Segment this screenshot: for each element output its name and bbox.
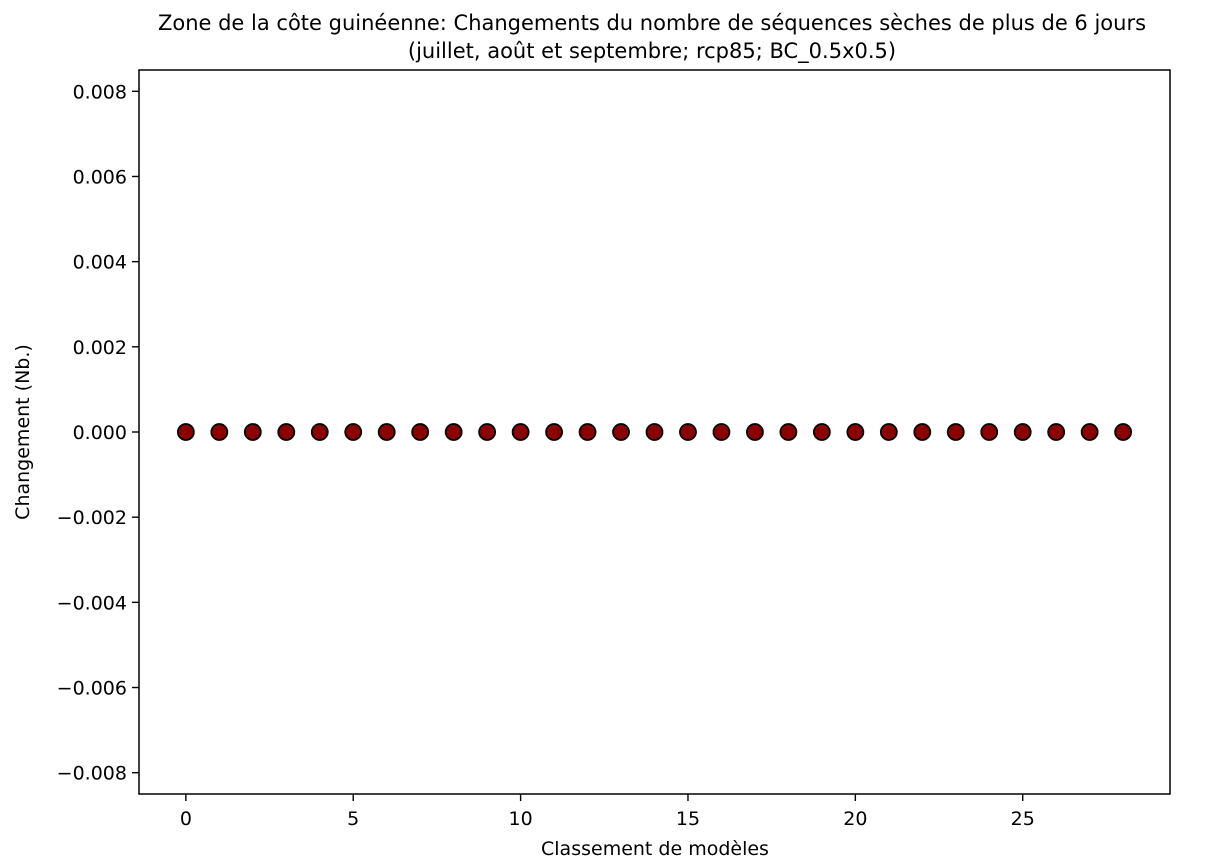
data-point	[913, 423, 932, 441]
y-tick-label: −0.006	[57, 678, 127, 700]
data-point	[1013, 423, 1032, 441]
data-point	[210, 423, 229, 441]
x-tick-label: 25	[1011, 808, 1035, 830]
x-tick-label: 20	[843, 808, 867, 830]
data-point	[1114, 423, 1133, 441]
data-point	[980, 423, 999, 441]
y-tick-label: −0.004	[57, 592, 127, 614]
data-point	[779, 423, 798, 441]
data-points	[176, 423, 1133, 441]
y-tick-label: −0.008	[57, 763, 127, 785]
data-point	[846, 423, 865, 441]
data-point	[176, 423, 195, 441]
chart-subtitle: (juillet, août et septembre; rcp85; BC_0…	[408, 39, 896, 64]
y-tick-label: 0.006	[73, 166, 127, 188]
data-point	[545, 423, 563, 441]
data-point	[746, 423, 764, 441]
x-axis-label: Classement de modèles	[541, 838, 769, 860]
data-point	[712, 423, 731, 441]
data-point	[679, 423, 697, 441]
y-axis: 0.008 0.006 0.004 0.002 0.000 −0.002 −0.004 −0.…	[57, 81, 139, 785]
data-point	[1047, 423, 1066, 441]
y-tick-label: 0.004	[73, 252, 127, 274]
chart-title: Zone de la côte guinéenne: Changements d…	[158, 11, 1146, 35]
x-tick-label: 0	[180, 808, 192, 830]
data-point	[879, 423, 898, 441]
data-point	[645, 423, 664, 441]
data-point	[511, 423, 530, 441]
y-tick-label: 0.000	[73, 422, 127, 444]
data-point	[277, 423, 296, 441]
data-point	[578, 423, 597, 441]
x-tick-label: 10	[509, 808, 533, 830]
x-axis: 0 5 10 15 20 25	[180, 794, 1035, 830]
data-point	[612, 423, 630, 441]
y-tick-label: 0.002	[73, 337, 127, 359]
data-point	[478, 423, 497, 441]
data-point	[377, 423, 396, 441]
data-point	[243, 423, 262, 441]
data-point	[1080, 423, 1099, 441]
y-tick-label: −0.002	[57, 507, 127, 529]
data-point	[344, 423, 363, 441]
x-tick-label: 15	[676, 808, 700, 830]
data-point	[946, 423, 965, 441]
y-axis-label: Changement (Nb.)	[12, 344, 34, 520]
data-point	[310, 423, 329, 441]
data-point	[411, 423, 430, 441]
data-point	[812, 423, 831, 441]
x-tick-label: 5	[347, 808, 359, 830]
y-tick-label: 0.008	[73, 81, 127, 103]
data-point	[444, 423, 463, 441]
